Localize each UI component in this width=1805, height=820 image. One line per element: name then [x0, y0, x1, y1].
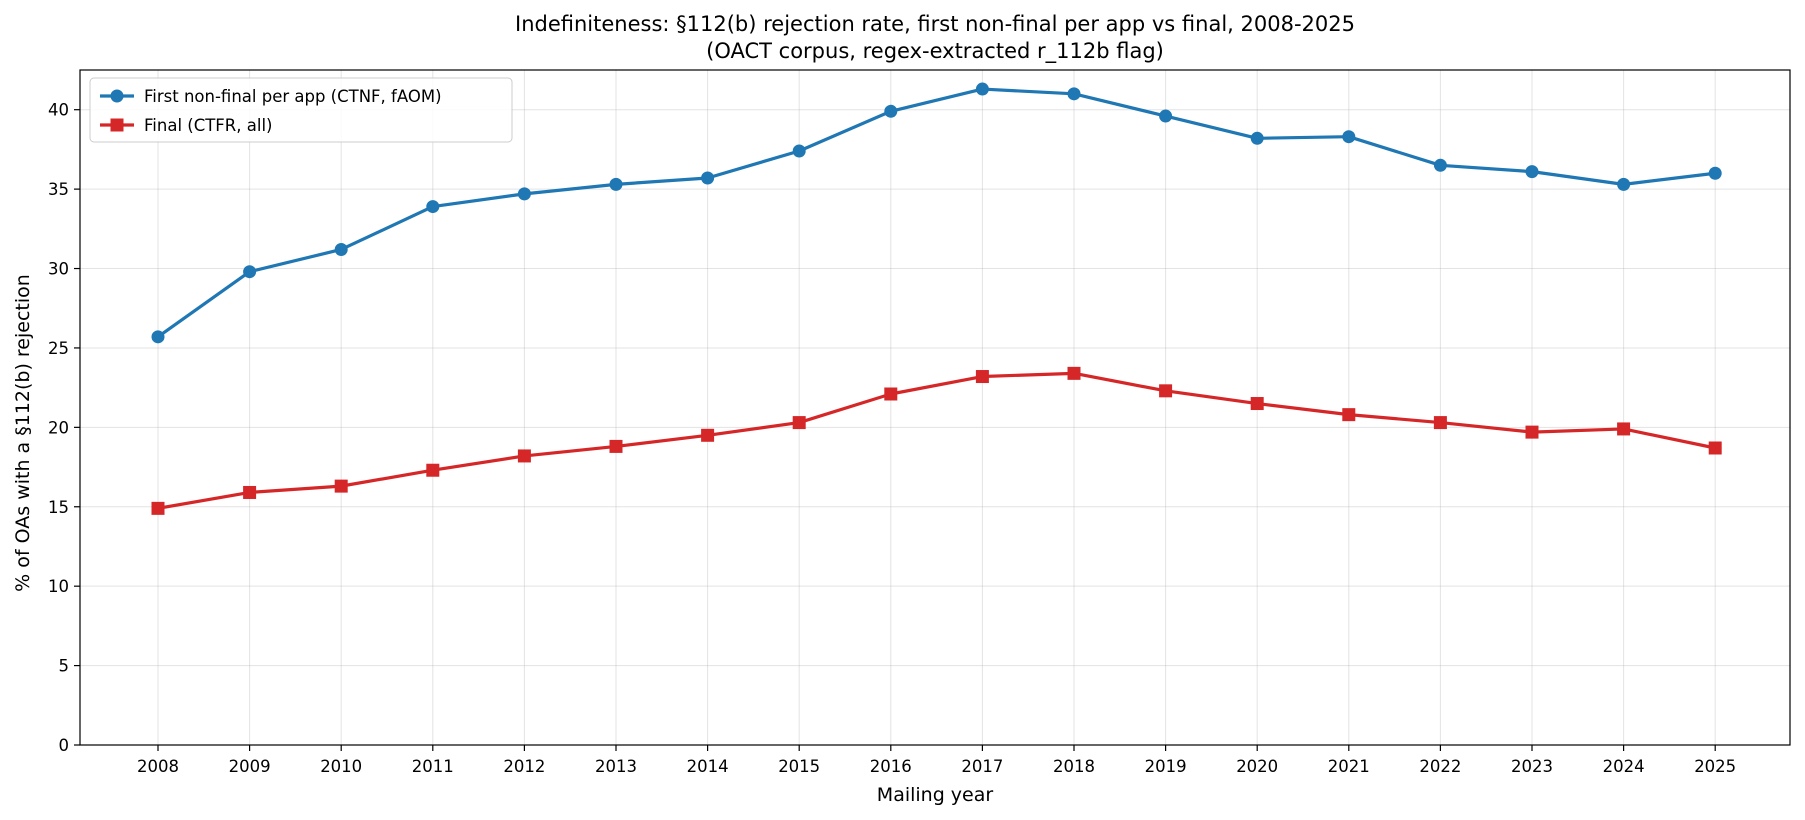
- series-2-point-2014: [701, 428, 715, 442]
- data-series: [151, 82, 1722, 515]
- x-tick-label-2009: 2009: [229, 757, 271, 776]
- x-tick-label-2017: 2017: [961, 757, 1003, 776]
- series-1-point-2021: [1342, 130, 1356, 144]
- x-tick-label-2022: 2022: [1419, 757, 1461, 776]
- series-1-point-2010: [334, 242, 348, 256]
- series-1-point-2020: [1250, 131, 1264, 145]
- legend: First non-final per app (CTNF, fAOM) Fina…: [89, 77, 513, 143]
- x-tick-label-2016: 2016: [870, 757, 912, 776]
- legend-label-1: First non-final per app (CTNF, fAOM): [144, 87, 442, 106]
- series-2-point-2025: [1708, 441, 1722, 455]
- y-tick-label-35: 35: [48, 180, 69, 199]
- series-1-point-2023: [1525, 165, 1539, 179]
- legend-entry-1: First non-final per app (CTNF, fAOM): [100, 87, 442, 106]
- series-1-point-2008: [151, 330, 165, 344]
- legend-box: [89, 77, 513, 143]
- x-axis-label: Mailing year: [877, 784, 994, 806]
- series-1-point-2018: [1067, 87, 1081, 101]
- series-1-point-2012: [517, 187, 531, 201]
- x-tick-label-2014: 2014: [687, 757, 729, 776]
- series-2-point-2010: [334, 479, 348, 493]
- x-tick-label-2015: 2015: [778, 757, 820, 776]
- y-tick-label-20: 20: [48, 418, 69, 437]
- series-1: [151, 82, 1722, 344]
- series-2-point-2021: [1342, 408, 1356, 422]
- y-tick-label-40: 40: [48, 101, 69, 120]
- series-1-point-2011: [426, 200, 440, 214]
- x-tick-label-2012: 2012: [503, 757, 545, 776]
- series-1-point-2019: [1159, 109, 1173, 123]
- legend-marker-1: [110, 89, 124, 103]
- chart-subtitle: (OACT corpus, regex-extracted r_112b fla…: [706, 39, 1164, 64]
- y-tick-label-0: 0: [59, 736, 70, 755]
- series-1-point-2013: [609, 177, 623, 191]
- series-1-point-2009: [243, 265, 257, 279]
- series-1-point-2015: [792, 144, 806, 158]
- series-2-point-2016: [884, 387, 898, 401]
- legend-marker-2: [110, 118, 124, 132]
- series-2-point-2011: [426, 463, 440, 477]
- x-tick-label-2018: 2018: [1053, 757, 1095, 776]
- series-2-point-2009: [243, 485, 257, 499]
- x-tick-label-2019: 2019: [1145, 757, 1187, 776]
- series-1-point-2016: [884, 104, 898, 118]
- x-tick-label-2010: 2010: [320, 757, 362, 776]
- y-axis-label: % of OAs with a §112(b) rejection: [12, 274, 34, 592]
- x-tick-label-2023: 2023: [1511, 757, 1553, 776]
- x-tick-label-2008: 2008: [137, 757, 179, 776]
- series-2-point-2008: [151, 501, 165, 515]
- series-2-point-2019: [1159, 384, 1173, 398]
- x-tick-label-2025: 2025: [1694, 757, 1736, 776]
- legend-label-2: Final (CTFR, all): [144, 116, 272, 135]
- series-2-point-2022: [1433, 416, 1447, 430]
- series-1-line: [156, 87, 1717, 339]
- series-2-point-2017: [975, 370, 989, 384]
- series-2-point-2020: [1250, 397, 1264, 411]
- series-1-point-2014: [701, 171, 715, 185]
- series-2-point-2024: [1617, 422, 1631, 436]
- series-2-point-2015: [792, 416, 806, 430]
- x-tick-label-2024: 2024: [1603, 757, 1645, 776]
- x-tick-label-2011: 2011: [412, 757, 454, 776]
- series-2-line: [156, 371, 1717, 510]
- chart-title: Indefiniteness: §112(b) rejection rate, …: [515, 12, 1355, 36]
- series-2: [151, 366, 1722, 515]
- series-2-point-2018: [1067, 366, 1081, 380]
- y-tick-label-25: 25: [48, 339, 69, 358]
- x-tick-label-2021: 2021: [1328, 757, 1370, 776]
- y-tick-label-5: 5: [59, 657, 70, 676]
- y-tick-label-10: 10: [48, 577, 69, 596]
- series-1-point-2022: [1433, 158, 1447, 172]
- series-1-point-2024: [1617, 177, 1631, 191]
- series-2-point-2012: [517, 449, 531, 463]
- legend-entry-2: Final (CTFR, all): [100, 116, 272, 135]
- x-tick-label-2013: 2013: [595, 757, 637, 776]
- y-tick-label-30: 30: [48, 260, 69, 279]
- plot-frame: [79, 69, 1791, 746]
- series-2-point-2013: [609, 439, 623, 453]
- y-tick-label-15: 15: [48, 498, 69, 517]
- x-tick-label-2020: 2020: [1236, 757, 1278, 776]
- series-1-point-2017: [975, 82, 989, 96]
- series-1-point-2025: [1708, 166, 1722, 180]
- series-2-point-2023: [1525, 425, 1539, 439]
